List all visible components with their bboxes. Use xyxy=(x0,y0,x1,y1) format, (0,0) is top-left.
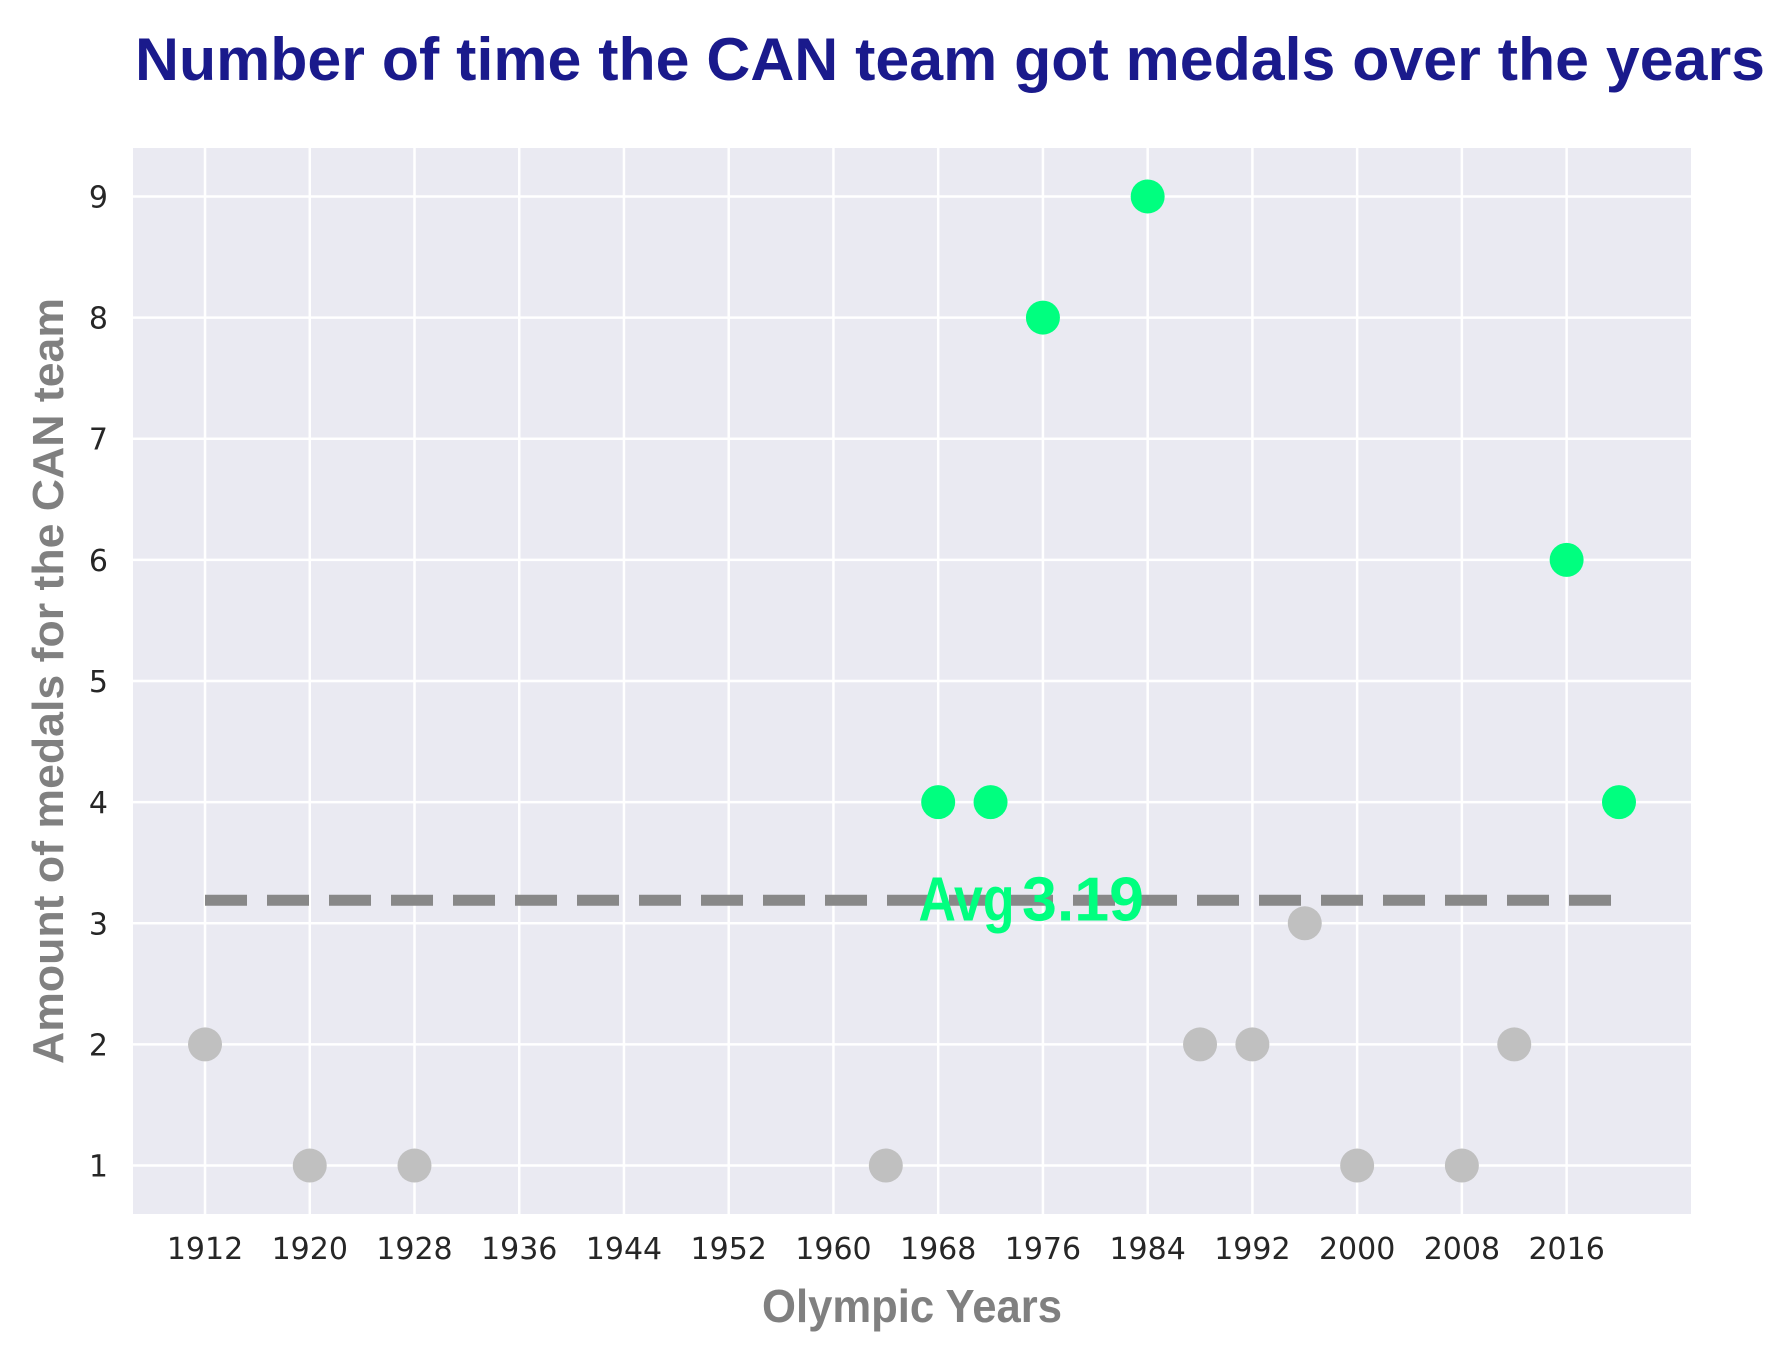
data-point xyxy=(921,785,956,820)
x-tick-label: 1912 xyxy=(167,1232,243,1267)
x-tick-label: 1944 xyxy=(586,1232,662,1267)
x-tick-label: 2016 xyxy=(1528,1232,1604,1267)
data-point xyxy=(1497,1027,1532,1062)
x-tick-label: 1960 xyxy=(795,1232,871,1267)
x-tick-label: 2000 xyxy=(1319,1232,1395,1267)
x-tick-labels: 1912 1920 1928 1936 1944 1952 1960 1968 1976 1984… xyxy=(167,1232,1605,1267)
data-point xyxy=(1183,1027,1218,1062)
y-tick-label: 8 xyxy=(89,302,108,337)
data-point xyxy=(1601,785,1636,820)
data-point xyxy=(1444,1148,1479,1183)
y-axis-label: Amount of medals for the CAN team xyxy=(24,298,73,1064)
x-tick-label: 1952 xyxy=(691,1232,767,1267)
data-point xyxy=(1287,906,1322,941)
x-tick-label: 1936 xyxy=(481,1232,557,1267)
data-point xyxy=(188,1027,223,1062)
x-tick-label: 1928 xyxy=(376,1232,452,1267)
data-point xyxy=(1549,542,1584,577)
x-tick-label: 1992 xyxy=(1214,1232,1290,1267)
x-axis-label: Olympic Years xyxy=(762,1280,1062,1332)
y-tick-label: 6 xyxy=(89,544,108,579)
data-point xyxy=(1235,1027,1270,1062)
y-tick-label: 1 xyxy=(89,1150,108,1185)
data-point xyxy=(973,785,1008,820)
average-line-group: Avg 3.19 xyxy=(205,865,1619,934)
y-tick-label: 2 xyxy=(89,1028,108,1063)
chart-title: Number of time the CAN team got medals o… xyxy=(135,26,1765,93)
y-tick-label: 3 xyxy=(89,907,108,942)
y-tick-label: 4 xyxy=(89,786,108,821)
y-tick-label: 5 xyxy=(89,665,108,700)
data-point xyxy=(292,1148,327,1183)
data-point xyxy=(1130,179,1165,214)
data-point xyxy=(868,1148,903,1183)
y-tick-label: 9 xyxy=(89,180,108,215)
x-tick-label: 2008 xyxy=(1424,1232,1500,1267)
data-point xyxy=(1025,300,1060,335)
x-tick-label: 1968 xyxy=(900,1232,976,1267)
x-tick-label: 1920 xyxy=(272,1232,348,1267)
average-label: Avg xyxy=(919,865,1015,934)
average-value: 3.19 xyxy=(1022,865,1144,934)
x-tick-label: 1984 xyxy=(1109,1232,1185,1267)
data-point xyxy=(397,1148,432,1183)
x-tick-label: 1976 xyxy=(1005,1232,1081,1267)
data-point xyxy=(1340,1148,1375,1183)
y-tick-label: 7 xyxy=(89,423,108,458)
y-tick-labels: 1 2 3 4 5 6 7 8 9 xyxy=(89,180,108,1184)
data-points xyxy=(188,179,1636,1183)
